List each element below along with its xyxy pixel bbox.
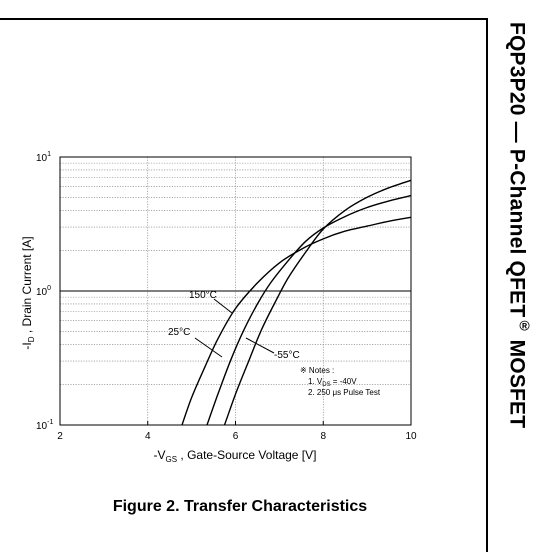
top-border-rule	[0, 18, 488, 20]
note-2: 2. 250 μs Pulse Test	[308, 388, 381, 397]
grid-layer	[60, 157, 411, 425]
series-label-150c: 150°C	[189, 290, 217, 301]
notes-title: ※ Notes :	[300, 366, 334, 375]
y-tick-label: 101	[36, 151, 51, 164]
curve-25c	[206, 194, 412, 426]
side-title-suffix: MOSFET	[505, 333, 529, 429]
side-title-registered-mark: ®	[516, 317, 533, 334]
curve-minus55c	[223, 179, 412, 426]
y-tick-label: 100	[36, 285, 51, 298]
x-tick-label: 6	[233, 431, 239, 442]
leader-line-150c	[213, 298, 233, 314]
x-tick-label: 10	[405, 431, 417, 442]
curve-150c	[181, 216, 412, 426]
leader-line-25c	[194, 337, 223, 358]
tick-layer: 2 4 6 8 10 101 100 10-1	[36, 151, 417, 442]
x-tick-label: 4	[145, 431, 151, 442]
side-border-rule	[486, 18, 488, 552]
series-label-minus55c: -55°C	[274, 350, 300, 361]
x-axis-label: -VGS , Gate-Source Voltage [V]	[154, 448, 317, 464]
y-tick-label: 10-1	[36, 419, 53, 432]
series-label-25c: 25°C	[168, 327, 190, 338]
series-layer	[181, 179, 412, 426]
y-axis-label: -ID , Drain Current [A]	[20, 236, 36, 349]
leader-line-minus55c	[245, 337, 275, 354]
side-title: FQP3P20 — P-Channel QFET® MOSFET	[494, 22, 544, 542]
x-tick-label: 2	[57, 431, 63, 442]
note-1: 1. VDS = -40V	[308, 377, 357, 388]
side-title-text: FQP3P20 — P-Channel QFET® MOSFET	[505, 22, 533, 429]
x-tick-label: 8	[320, 431, 326, 442]
notes-box: ※ Notes : 1. VDS = -40V 2. 250 μs Pulse …	[300, 366, 381, 397]
figure-caption: Figure 2. Transfer Characteristics	[112, 498, 368, 515]
side-title-main: FQP3P20 — P-Channel QFET	[505, 22, 529, 318]
